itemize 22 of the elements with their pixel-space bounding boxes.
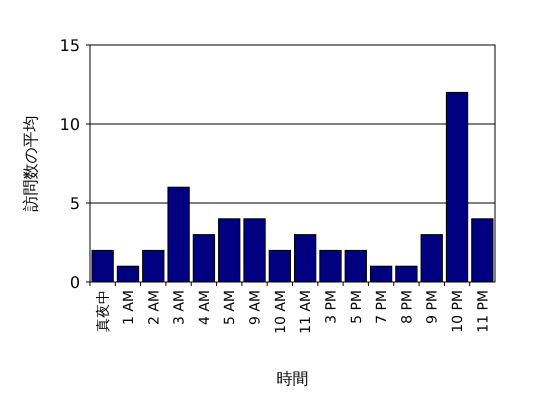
y-tick-label: 15 (60, 36, 80, 55)
y-tick-label: 10 (60, 115, 80, 134)
x-tick-label: 11 AM (298, 290, 314, 334)
x-tick-label: 7 PM (374, 290, 390, 324)
x-tick-label: 10 AM (272, 290, 289, 334)
x-tick-label: 9 AM (248, 290, 264, 326)
x-tick-label: 4 AM (196, 290, 213, 326)
x-axis-title: 時間 (276, 369, 308, 388)
x-tick-label: 9 PM (424, 290, 441, 324)
x-tick-label: 3 AM (172, 290, 188, 326)
x-tick-label: 5 PM (348, 290, 365, 324)
x-tick-label: 8 PM (399, 290, 416, 324)
x-tick-label: 3 PM (323, 290, 340, 324)
x-tick-label: 10 PM (450, 290, 466, 333)
y-tick-label: 0 (70, 273, 80, 292)
x-tick-label: 11 PM (475, 290, 492, 333)
x-tick-label: 2 AM (146, 290, 162, 326)
y-axis-title: 訪問数の平均 (21, 116, 40, 212)
y-tick-label: 5 (70, 194, 80, 213)
x-tick-label: 1 AM (120, 290, 137, 326)
x-tick-label: 真夜中 (96, 290, 112, 332)
x-tick-label: 5 AM (222, 290, 238, 326)
